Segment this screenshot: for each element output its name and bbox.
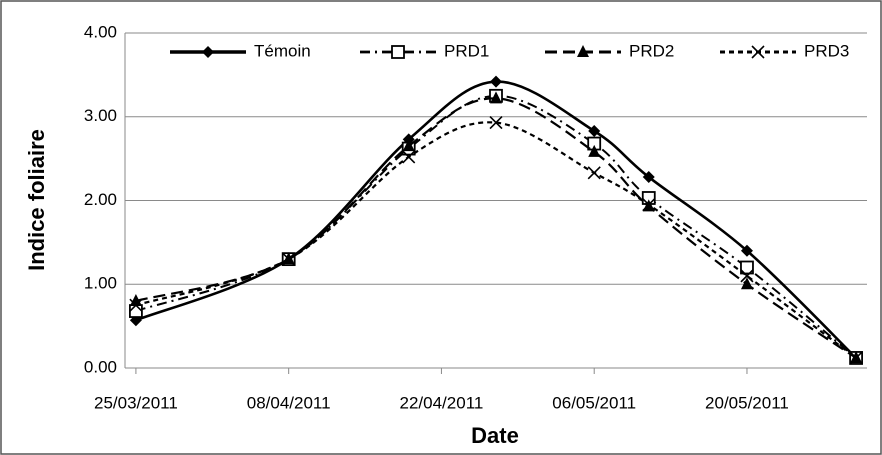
legend-item: PRD3: [720, 41, 849, 60]
x-tick-label: 25/03/2011: [94, 393, 178, 412]
legend-marker: [577, 45, 589, 57]
marker: [588, 124, 601, 137]
series-line: [135, 97, 857, 359]
legend-item: Témoin: [170, 41, 311, 60]
series-line: [135, 121, 857, 359]
marker: [740, 244, 753, 257]
marker: [642, 171, 655, 184]
legend-marker: [202, 46, 214, 58]
marker: [282, 252, 296, 266]
x-tick-label: 06/05/2011: [552, 393, 636, 412]
y-tick-label: 4.00: [84, 22, 117, 41]
marker: [490, 75, 502, 88]
y-axis-label: Indice foliaire: [24, 129, 49, 271]
legend-label: PRD3: [804, 41, 849, 60]
marker: [740, 277, 753, 290]
x-tick-label: 08/04/2011: [247, 393, 331, 412]
y-tick-label: 0.00: [84, 357, 117, 376]
marker: [402, 139, 415, 152]
marker: [849, 351, 863, 365]
y-tick-label: 3.00: [84, 106, 117, 125]
marker: [588, 144, 601, 157]
x-tick-label: 20/05/2011: [705, 393, 789, 412]
marker: [129, 304, 143, 318]
x-axis-label: Date: [471, 423, 519, 448]
legend-marker: [751, 45, 765, 59]
marker: [402, 150, 416, 164]
legend-background: [160, 38, 860, 66]
marker: [740, 260, 754, 275]
marker: [587, 166, 601, 180]
legend-label: Témoin: [254, 41, 311, 60]
legend-item: PRD2: [545, 41, 674, 60]
marker: [642, 198, 656, 212]
legend-item: PRD1: [360, 41, 489, 60]
marker: [490, 91, 502, 104]
y-tick-label: 2.00: [84, 190, 117, 209]
legend-label: PRD2: [629, 41, 674, 60]
marker: [740, 269, 754, 283]
marker: [129, 298, 143, 312]
x-tick-label: 22/04/2011: [400, 393, 484, 412]
marker: [489, 116, 503, 130]
y-tick-label: 1.00: [84, 274, 117, 293]
legend-marker: [391, 45, 405, 59]
legend-label: PRD1: [444, 41, 489, 60]
